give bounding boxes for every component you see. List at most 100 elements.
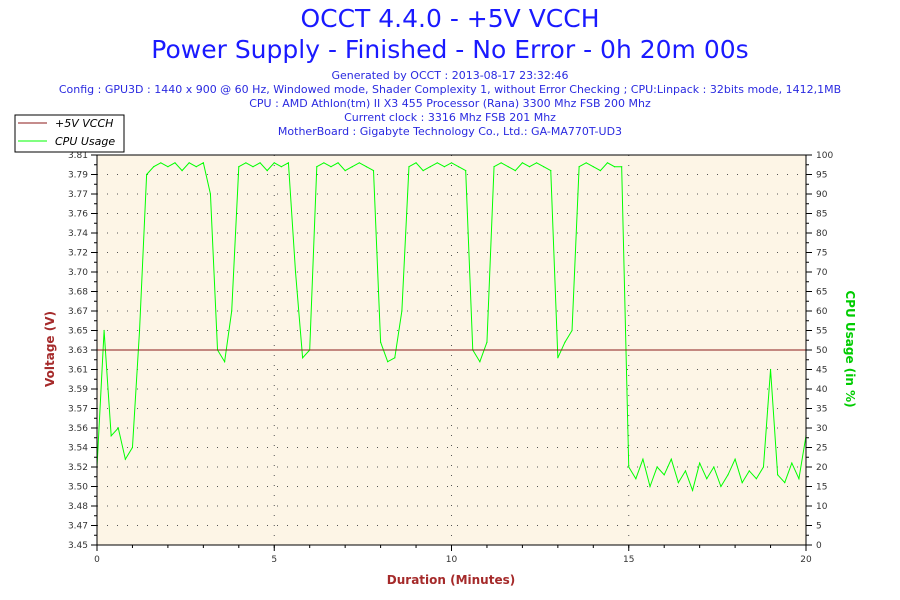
info-config: Config : GPU3D : 1440 x 900 @ 60 Hz, Win…	[58, 83, 842, 96]
cpu-usage-point	[507, 166, 509, 168]
cpu-usage-point	[394, 357, 396, 359]
cpu-usage-point	[635, 478, 637, 480]
cpu-usage-point	[727, 474, 729, 476]
y2-tick-label: 30	[816, 424, 828, 434]
cpu-usage-point	[521, 162, 524, 164]
cpu-usage-point	[408, 166, 410, 168]
cpu-usage-point	[528, 166, 531, 168]
cpu-usage-point	[656, 466, 658, 468]
y-tick-label: 3.70	[68, 268, 88, 278]
cpu-usage-point	[110, 435, 112, 437]
y2-tick-label: 45	[816, 366, 827, 376]
y2-tick-label: 40	[816, 385, 828, 395]
cpu-usage-point	[663, 474, 665, 476]
legend-box	[14, 114, 125, 153]
cpu-usage-point	[755, 478, 757, 480]
y-tick-label: 3.54	[68, 444, 88, 454]
cpu-usage-point	[131, 446, 134, 449]
cpu-usage-point	[415, 162, 417, 164]
y-tick-label: 3.67	[68, 307, 88, 317]
legend-cpu-label: CPU Usage	[55, 135, 115, 148]
y-tick-label: 3.56	[68, 424, 88, 434]
y2-tick-label: 5	[816, 522, 822, 532]
y-tick-label: 3.68	[68, 288, 88, 298]
cpu-usage-point	[500, 162, 502, 164]
cpu-usage-point	[316, 166, 318, 168]
cpu-usage-point	[493, 166, 495, 168]
cpu-usage-point	[365, 166, 368, 168]
cpu-usage-point	[188, 162, 190, 164]
y2-tick-label: 65	[816, 288, 827, 298]
y-tick-label: 3.45	[68, 541, 88, 551]
cpu-usage-point	[259, 162, 261, 164]
y2-tick-label: 35	[816, 405, 827, 415]
y2-axis-label: CPU Usage (in %)	[843, 290, 857, 407]
cpu-usage-point	[578, 166, 580, 168]
cpu-usage-point	[323, 162, 325, 164]
info-motherboard: MotherBoard : Gigabyte Technology Co., L…	[277, 125, 623, 138]
cpu-usage-point	[245, 162, 247, 164]
info-cpu: CPU : AMD Athlon(tm) II X3 455 Processor…	[249, 97, 651, 110]
cpu-usage-point	[784, 482, 786, 484]
cpu-usage-point	[535, 162, 538, 164]
cpu-usage-point	[592, 166, 594, 168]
cpu-usage-point	[195, 166, 197, 168]
cpu-usage-point	[387, 361, 389, 363]
cpu-usage-point	[344, 170, 346, 172]
cpu-usage-point	[777, 474, 779, 476]
y2-tick-label: 20	[816, 463, 828, 473]
x-tick-label: 10	[446, 555, 458, 565]
y-axis-label: Voltage (V)	[43, 311, 57, 387]
y-tick-label: 3.52	[68, 463, 88, 473]
info-clock: Current clock : 3316 Mhz FSB 201 Mhz	[344, 111, 556, 124]
x-axis-label: Duration (Minutes)	[387, 573, 515, 587]
cpu-usage-point	[479, 361, 481, 363]
cpu-usage-point	[146, 173, 148, 176]
x-tick-label: 0	[94, 555, 100, 565]
cpu-usage-point	[401, 310, 403, 312]
cpu-usage-point	[266, 170, 268, 172]
cpu-usage-point	[677, 482, 679, 484]
cpu-usage-point	[649, 485, 651, 488]
cpu-usage-point	[429, 166, 431, 168]
cpu-usage-point	[670, 458, 672, 460]
x-tick-label: 15	[623, 555, 634, 565]
cpu-usage-point	[160, 162, 162, 164]
y2-tick-label: 70	[816, 268, 828, 278]
legend: +5V VCCH CPU Usage	[14, 114, 125, 153]
y2-tick-label: 10	[816, 502, 828, 512]
cpu-usage-point	[769, 368, 772, 371]
cpu-usage-point	[280, 166, 282, 168]
y-tick-label: 3.79	[68, 171, 88, 181]
cpu-usage-point	[450, 162, 453, 164]
cpu-usage-point	[202, 162, 204, 164]
cpu-usage-point	[734, 458, 736, 460]
cpu-usage-point	[436, 162, 438, 164]
cpu-usage-point	[238, 166, 240, 168]
cpu-usage-point	[372, 170, 375, 172]
cpu-usage-point	[174, 162, 176, 164]
cpu-usage-point	[713, 466, 715, 468]
cpu-usage-point	[720, 485, 722, 488]
chart-title: OCCT 4.4.0 - +5V VCCH	[300, 4, 600, 33]
cpu-usage-point	[571, 329, 573, 332]
cpu-usage-point	[762, 466, 765, 468]
y2-tick-label: 55	[816, 327, 827, 337]
info-generated: Generated by OCCT : 2013-08-17 23:32:46	[331, 69, 569, 82]
cpu-usage-point	[124, 458, 126, 460]
y2-tick-label: 0	[816, 541, 822, 551]
y2-tick-label: 75	[816, 249, 827, 259]
cpu-usage-point	[224, 361, 226, 363]
y2-tick-label: 60	[816, 307, 828, 317]
cpu-usage-point	[550, 170, 552, 172]
y-tick-label: 3.74	[68, 229, 88, 239]
y-tick-label: 3.77	[68, 190, 88, 200]
cpu-usage-point	[684, 470, 687, 472]
cpu-usage-point	[465, 170, 467, 172]
cpu-usage-point	[231, 310, 233, 312]
y2-tick-label: 90	[816, 190, 828, 200]
y-tick-label: 3.61	[68, 366, 88, 376]
plot-border	[96, 154, 807, 546]
cpu-usage-point	[330, 166, 332, 168]
cpu-usage-point	[564, 341, 566, 343]
